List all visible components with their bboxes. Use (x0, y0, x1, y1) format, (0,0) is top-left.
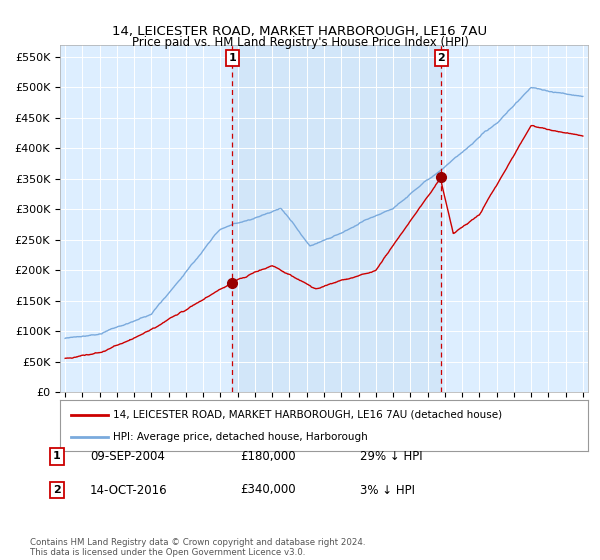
Text: 14-OCT-2016: 14-OCT-2016 (90, 483, 167, 497)
Text: 14, LEICESTER ROAD, MARKET HARBOROUGH, LE16 7AU: 14, LEICESTER ROAD, MARKET HARBOROUGH, L… (112, 25, 488, 38)
Text: 09-SEP-2004: 09-SEP-2004 (90, 450, 165, 463)
Text: 3% ↓ HPI: 3% ↓ HPI (360, 483, 415, 497)
Text: £340,000: £340,000 (240, 483, 296, 497)
Text: HPI: Average price, detached house, Harborough: HPI: Average price, detached house, Harb… (113, 432, 368, 442)
Text: 2: 2 (437, 53, 445, 63)
Text: 1: 1 (229, 53, 236, 63)
Text: Contains HM Land Registry data © Crown copyright and database right 2024.
This d: Contains HM Land Registry data © Crown c… (30, 538, 365, 557)
Text: 29% ↓ HPI: 29% ↓ HPI (360, 450, 422, 463)
Text: Price paid vs. HM Land Registry's House Price Index (HPI): Price paid vs. HM Land Registry's House … (131, 36, 469, 49)
Text: £180,000: £180,000 (240, 450, 296, 463)
Text: 2: 2 (53, 485, 61, 495)
Bar (232, 45, 441, 392)
Text: 1: 1 (53, 451, 61, 461)
Text: 14, LEICESTER ROAD, MARKET HARBOROUGH, LE16 7AU (detached house): 14, LEICESTER ROAD, MARKET HARBOROUGH, L… (113, 409, 502, 419)
